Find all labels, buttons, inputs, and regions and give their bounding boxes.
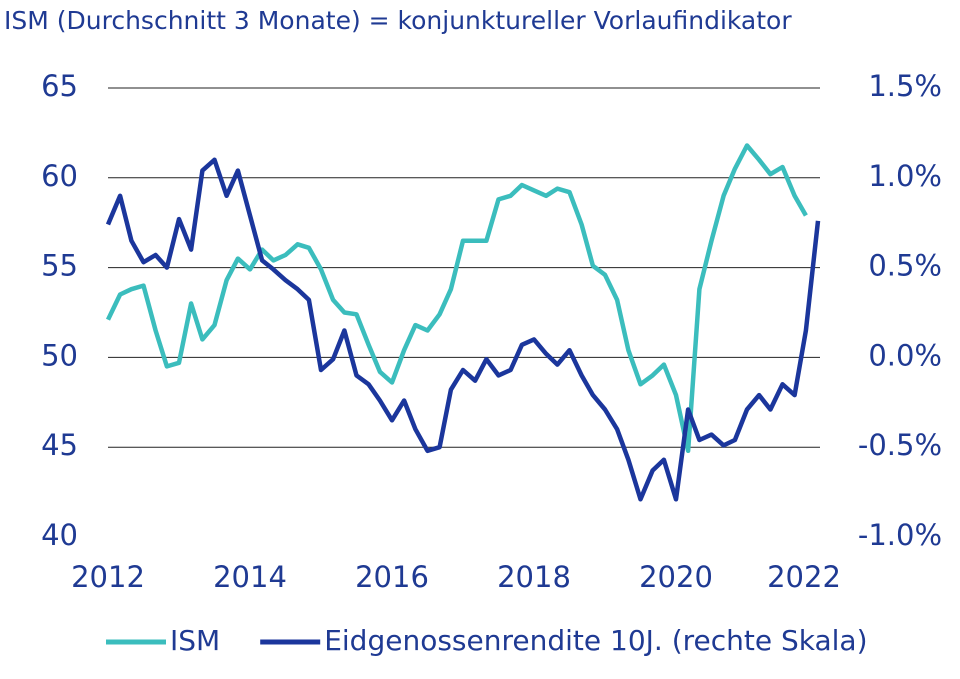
x-tick-label: 2018 (497, 560, 571, 594)
x-tick-label: 2016 (355, 560, 429, 594)
legend-label: Eidgenossenrendite 10J. (rechte Skala) (324, 624, 867, 657)
y-tick-label: 55 (41, 249, 78, 283)
y2-tick-label: 1.0% (868, 159, 942, 193)
chart-title: ISM (Durchschnitt 3 Monate) = konjunktur… (4, 6, 792, 35)
legend-label: ISM (170, 624, 220, 657)
y-tick-label: 65 (41, 69, 78, 103)
x-tick-label: 2012 (71, 560, 145, 594)
y2-tick-label: -0.5% (858, 428, 942, 462)
x-tick-label: 2014 (213, 560, 287, 594)
x-tick-label: 2020 (639, 560, 713, 594)
x-tick-label: 2022 (767, 560, 841, 594)
series-line (105, 157, 821, 502)
series-line (105, 143, 808, 454)
y2-tick-label: 1.5% (868, 69, 942, 103)
y-tick-label: 40 (41, 518, 78, 552)
y2-tick-label: 0.0% (868, 338, 942, 372)
y2-tick-label: 0.5% (868, 249, 942, 283)
y-tick-label: 60 (41, 159, 78, 193)
y-tick-label: 50 (41, 338, 78, 372)
y2-tick-label: -1.0% (858, 518, 942, 552)
y-tick-label: 45 (41, 428, 78, 462)
